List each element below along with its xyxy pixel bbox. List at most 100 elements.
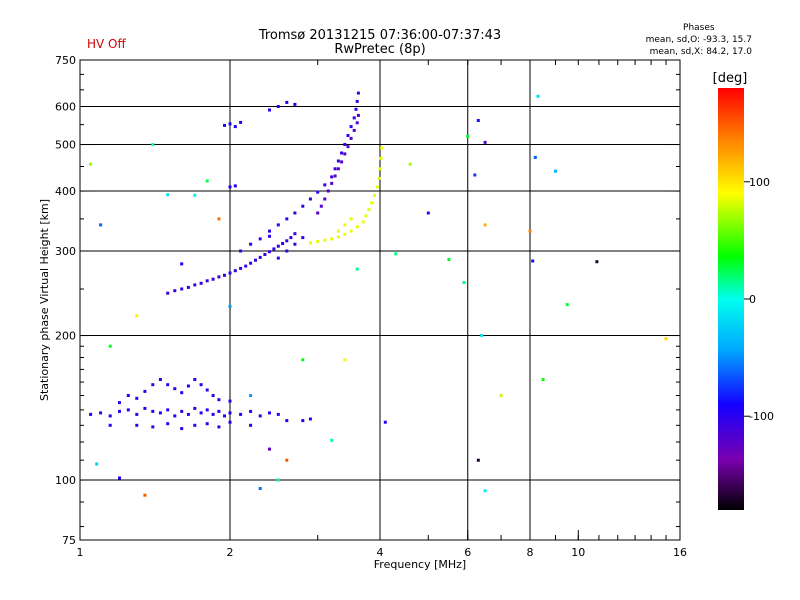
data-point xyxy=(336,159,340,163)
data-point xyxy=(143,493,147,497)
data-point xyxy=(258,414,262,418)
data-point xyxy=(223,414,226,418)
phase-heading: Phases xyxy=(683,23,715,33)
data-point xyxy=(285,239,289,243)
data-point xyxy=(483,140,487,144)
phase-colorbar xyxy=(718,88,744,510)
data-point xyxy=(380,146,384,150)
data-point xyxy=(272,247,276,251)
data-point xyxy=(151,409,155,413)
data-point xyxy=(533,155,537,159)
data-point xyxy=(108,344,112,348)
y-tick-label: 500 xyxy=(55,139,76,152)
data-point xyxy=(244,264,248,268)
data-point xyxy=(186,384,190,388)
data-point xyxy=(383,420,387,424)
data-point xyxy=(355,267,359,271)
phase-statistics: Phases mean, sd,O: -93.3, 15.7 mean, sd,… xyxy=(646,22,752,58)
data-point xyxy=(373,193,376,197)
data-point xyxy=(223,123,226,127)
chart-title: Tromsø 20131215 07:36:00-07:37:43 xyxy=(258,28,502,43)
data-point xyxy=(336,167,340,171)
data-point xyxy=(126,394,130,397)
data-point xyxy=(228,185,232,189)
data-point xyxy=(319,204,323,208)
data-point xyxy=(135,423,139,427)
series-5 xyxy=(89,94,668,497)
data-point xyxy=(352,116,356,120)
data-point xyxy=(233,269,237,273)
y-axis-label: Stationary phase Virtual Height [km] xyxy=(38,199,51,401)
data-point xyxy=(158,411,162,415)
data-point xyxy=(361,220,365,224)
data-point xyxy=(217,275,221,279)
colorbar-ticks: 100 0 -100 xyxy=(744,176,774,423)
data-point xyxy=(126,408,130,412)
data-point xyxy=(211,412,215,416)
data-point xyxy=(108,423,112,427)
data-point xyxy=(336,229,340,233)
data-point xyxy=(228,420,232,424)
data-point xyxy=(95,462,99,466)
data-point xyxy=(135,314,139,318)
data-point xyxy=(249,423,253,427)
data-point xyxy=(316,190,320,194)
data-point xyxy=(249,394,253,397)
x-tick-label: 1 xyxy=(77,546,84,559)
data-point xyxy=(258,237,262,241)
phase-stat-o: mean, sd,O: -93.3, 15.7 xyxy=(645,35,752,45)
data-point xyxy=(233,125,237,129)
axis-labels: 1 2 4 6 8 10 16 75 100 200 300 400 500 600 750 xyxy=(55,54,687,559)
data-point xyxy=(316,240,320,243)
x-tick-label: 4 xyxy=(377,546,384,559)
data-point xyxy=(308,241,312,245)
data-point xyxy=(333,167,337,171)
phase-stat-x: mean, sd,X: 84.2, 17.0 xyxy=(649,47,752,57)
data-point xyxy=(173,414,177,418)
data-point xyxy=(276,412,280,416)
data-point xyxy=(118,476,121,480)
data-point xyxy=(375,185,379,189)
data-point xyxy=(223,273,226,277)
data-point xyxy=(541,378,545,381)
data-point xyxy=(308,197,312,201)
data-point xyxy=(89,412,93,416)
data-point xyxy=(377,176,381,180)
data-point xyxy=(99,223,103,227)
data-point xyxy=(346,145,350,149)
data-point xyxy=(340,151,344,155)
data-point xyxy=(285,249,289,253)
data-point xyxy=(426,211,430,215)
data-point xyxy=(343,232,347,236)
data-point xyxy=(285,100,289,104)
data-point xyxy=(217,409,221,413)
data-point xyxy=(466,134,470,138)
data-point xyxy=(180,427,184,431)
data-point xyxy=(378,167,382,171)
data-point xyxy=(447,258,451,261)
data-point xyxy=(301,419,305,423)
data-point xyxy=(228,122,232,126)
data-point xyxy=(158,378,162,381)
data-point xyxy=(276,244,280,248)
data-point xyxy=(285,458,289,462)
data-point xyxy=(473,173,477,177)
data-point xyxy=(349,217,353,221)
data-point xyxy=(483,223,487,227)
data-point xyxy=(343,143,347,146)
data-point xyxy=(166,408,170,412)
data-point xyxy=(173,289,177,293)
data-point xyxy=(408,162,412,166)
y-tick-label: 75 xyxy=(62,534,76,547)
data-point xyxy=(333,174,337,178)
data-point xyxy=(285,217,289,221)
data-point xyxy=(276,478,280,482)
data-point xyxy=(186,285,190,289)
data-point xyxy=(343,223,347,227)
x-tick-label: 16 xyxy=(673,546,687,559)
data-point xyxy=(293,232,297,236)
data-point xyxy=(217,217,221,221)
data-point xyxy=(135,396,139,400)
